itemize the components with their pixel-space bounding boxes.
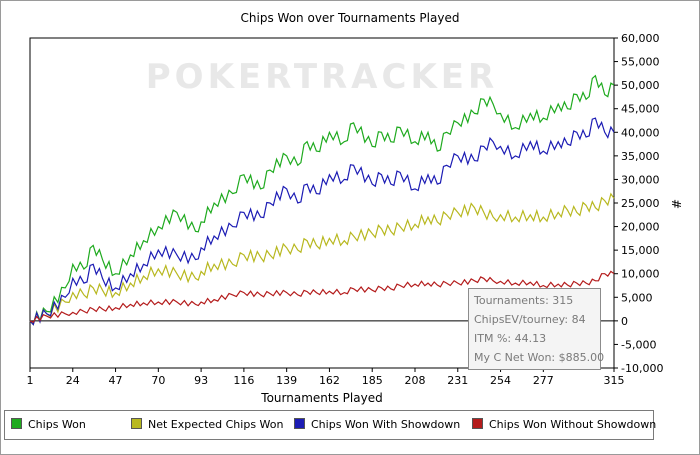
y-tick-label: 60,000 bbox=[621, 32, 660, 45]
y-tick-label: 40,000 bbox=[621, 126, 660, 139]
legend-swatch bbox=[472, 418, 483, 429]
y-axis: -10,000 -5,000 0 5,000 10,000 15,000 20,000 25,… bbox=[614, 32, 663, 375]
data-tooltip: Tournaments: 315 ChipsEV/tourney: 84 ITM… bbox=[468, 288, 605, 370]
legend-label: Chips Won bbox=[28, 418, 86, 431]
legend-label: Chips Won Without Showdown bbox=[489, 418, 657, 431]
x-tick-label: 277 bbox=[533, 374, 554, 387]
legend: Chips Won Net Expected Chips Won Chips W… bbox=[4, 410, 656, 440]
x-tick-label: 231 bbox=[447, 374, 468, 387]
y-tick-label: 35,000 bbox=[621, 150, 660, 163]
y-tick-label: 50,000 bbox=[621, 79, 660, 92]
y-tick-label: 20,000 bbox=[621, 221, 660, 234]
legend-item-chips-won[interactable]: Chips Won bbox=[11, 418, 86, 431]
y-tick-label: 45,000 bbox=[621, 103, 660, 116]
legend-label: Chips Won With Showdown bbox=[311, 418, 461, 431]
tooltip-itm: ITM %: 44.13 bbox=[474, 332, 547, 345]
tooltip-net-won: My C Net Won: $885.00 bbox=[474, 351, 605, 364]
chart-title: Chips Won over Tournaments Played bbox=[241, 11, 460, 25]
legend-item-with-showdown[interactable]: Chips Won With Showdown bbox=[294, 418, 460, 431]
y-tick-label: 10,000 bbox=[621, 268, 660, 281]
y-tick-label: 15,000 bbox=[621, 244, 660, 257]
x-tick-label: 254 bbox=[490, 374, 511, 387]
watermark: POKERTRACKER bbox=[146, 57, 498, 97]
legend-item-without-showdown[interactable]: Chips Won Without Showdown bbox=[472, 418, 656, 431]
legend-label: Net Expected Chips Won bbox=[148, 418, 284, 431]
x-tick-label: 116 bbox=[233, 374, 254, 387]
x-tick-label: 70 bbox=[151, 374, 165, 387]
x-tick-label: 93 bbox=[194, 374, 208, 387]
y-tick-label: 25,000 bbox=[621, 197, 660, 210]
y-tick-label: 0 bbox=[621, 315, 628, 328]
x-tick-label: 24 bbox=[66, 374, 80, 387]
legend-item-net-expected[interactable]: Net Expected Chips Won bbox=[131, 418, 283, 431]
tooltip-tournaments: Tournaments: 315 bbox=[474, 294, 574, 307]
y-tick-label: -10,000 bbox=[621, 362, 663, 375]
x-tick-label: 208 bbox=[404, 374, 425, 387]
x-axis: 1 24 47 70 93 116 139 162 185 208 231 254 277 315 bbox=[27, 368, 625, 387]
series-line bbox=[29, 192, 615, 326]
legend-swatch bbox=[294, 418, 305, 429]
series-line bbox=[29, 270, 615, 324]
y-tick-label: 5,000 bbox=[621, 291, 653, 304]
x-tick-label: 162 bbox=[319, 374, 340, 387]
tooltip-chipsev: ChipsEV/tourney: 84 bbox=[474, 313, 586, 326]
series-line bbox=[29, 117, 615, 326]
legend-swatch bbox=[131, 418, 142, 429]
y-tick-label: 30,000 bbox=[621, 173, 660, 186]
x-axis-label: Tournaments Played bbox=[260, 391, 382, 405]
x-tick-label: 139 bbox=[276, 374, 297, 387]
series-layer bbox=[29, 74, 615, 326]
x-tick-label: 1 bbox=[27, 374, 34, 387]
legend-swatch bbox=[11, 418, 22, 429]
y-tick-label: 55,000 bbox=[621, 56, 660, 69]
series-line bbox=[29, 74, 615, 326]
x-tick-label: 47 bbox=[109, 374, 123, 387]
x-tick-label: 315 bbox=[604, 374, 625, 387]
y-tick-label: -5,000 bbox=[621, 338, 656, 351]
y-axis-label: # bbox=[669, 199, 683, 209]
x-tick-label: 185 bbox=[362, 374, 383, 387]
